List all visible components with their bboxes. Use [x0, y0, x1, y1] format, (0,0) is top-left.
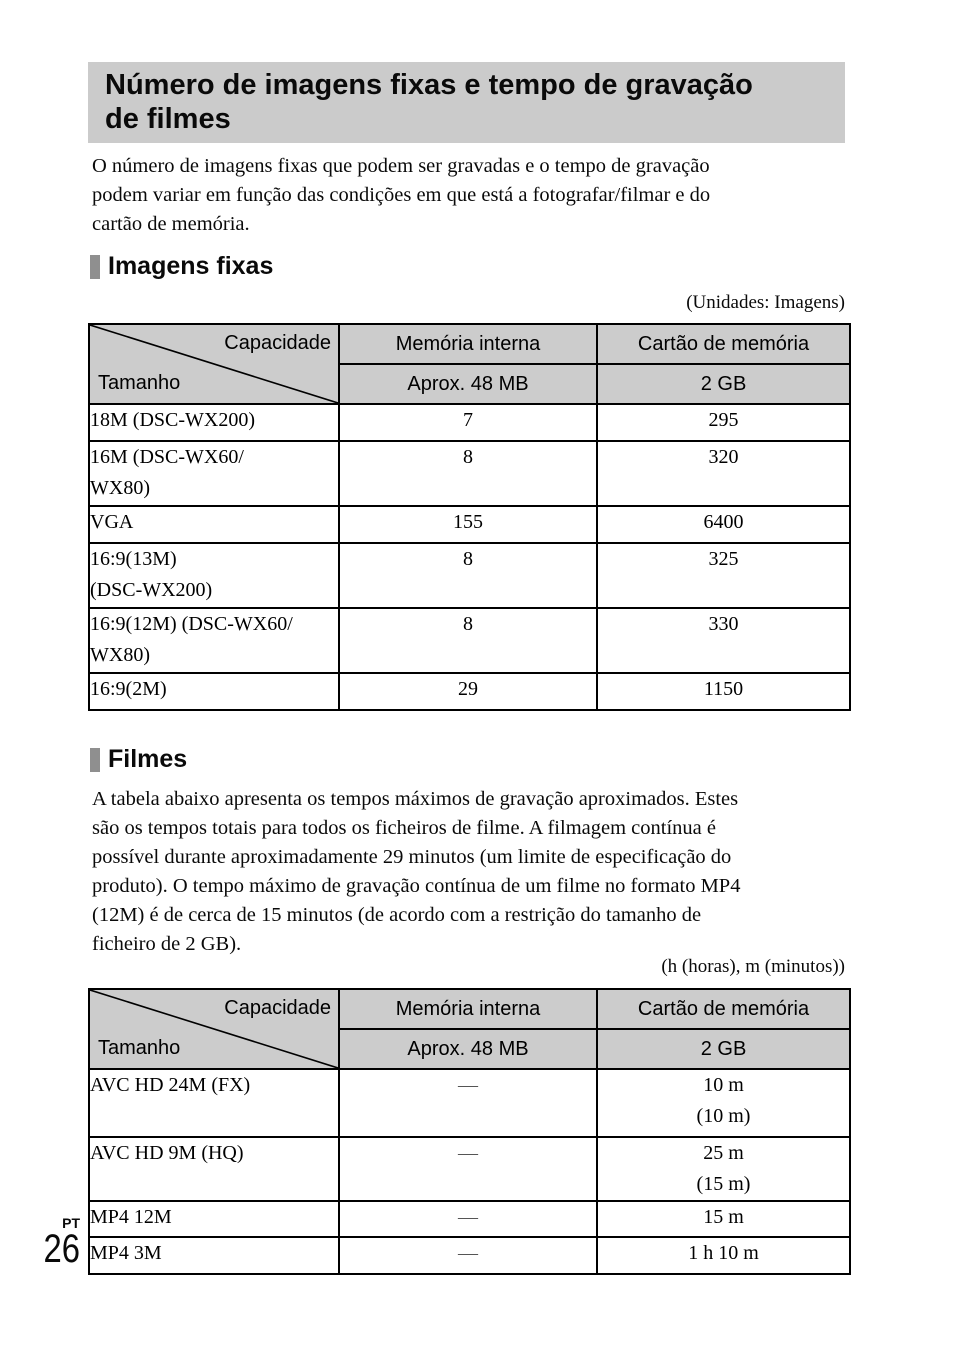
table-row: 16M (DSC-WX60/ WX80) 8 320 — [88, 440, 851, 507]
internal-memory-header: Memória interna — [338, 988, 598, 1030]
internal-memory-value-cell: 155 — [338, 505, 598, 544]
corner-capacity-label: Capacidade — [224, 332, 331, 354]
table-subheader-row: Aprox. 48 MB 2 GB — [89, 1028, 851, 1070]
corner-size-label: Tamanho — [98, 1037, 181, 1059]
table-row: 16:9(13M) (DSC-WX200) 8 325 — [88, 542, 851, 609]
memory-card-value-cell: 1 h 10 m — [596, 1236, 851, 1275]
internal-memory-value-cell: — — [338, 1068, 598, 1138]
card-capacity-header: 2 GB — [596, 1028, 851, 1070]
size-cell: 16M (DSC-WX60/ WX80) — [88, 440, 340, 507]
memory-card-value-cell: 25 m (15 m) — [596, 1136, 851, 1202]
memory-card-value-cell: 330 — [596, 607, 851, 674]
memory-card-value-cell: 15 m — [596, 1200, 851, 1238]
internal-memory-value-cell: 8 — [338, 542, 598, 609]
size-cell: AVC HD 9M (HQ) — [88, 1136, 340, 1202]
size-cell: 18M (DSC-WX200) — [88, 403, 340, 442]
movies-section-heading: Filmes — [90, 745, 187, 774]
memory-card-header: Cartão de memória — [596, 988, 851, 1030]
internal-memory-value-cell: — — [338, 1236, 598, 1275]
table-row: 16:9(12M) (DSC-WX60/ WX80) 8 330 — [88, 607, 851, 674]
stills-heading-label: Imagens fixas — [108, 252, 274, 280]
memory-card-header: Cartão de memória — [596, 323, 851, 365]
table-header-row: Capacidade Tamanho Memória interna Cartã… — [88, 323, 851, 405]
size-cell: MP4 3M — [88, 1236, 340, 1275]
table-row: AVC HD 9M (HQ) — 25 m (15 m) — [88, 1136, 851, 1202]
section-bar-icon — [90, 254, 100, 279]
intro-paragraph: O número de imagens fixas que podem ser … — [92, 155, 711, 235]
memory-card-value-cell: 6400 — [596, 505, 851, 544]
section-bar-icon — [90, 747, 100, 772]
size-cell: 16:9(2M) — [88, 672, 340, 711]
stills-table: Capacidade Tamanho Memória interna Cartã… — [88, 323, 851, 711]
internal-capacity-header: Aprox. 48 MB — [338, 363, 598, 405]
movies-units-note: (h (horas), m (minutos)) — [661, 956, 845, 977]
movies-heading-label: Filmes — [108, 745, 188, 773]
memory-card-value-cell: 320 — [596, 440, 851, 507]
table-row: MP4 12M — 15 m — [88, 1200, 851, 1238]
movies-paragraph: A tabela abaixo apresenta os tempos máxi… — [92, 788, 741, 955]
size-cell: 16:9(12M) (DSC-WX60/ WX80) — [88, 607, 340, 674]
diagonal-line-icon — [90, 990, 338, 1068]
movies-table: Capacidade Tamanho Memória interna Cartã… — [88, 988, 851, 1275]
table-subheader-row: Aprox. 48 MB 2 GB — [89, 363, 851, 405]
table-row: MP4 3M — 1 h 10 m — [88, 1236, 851, 1275]
memory-card-value-cell: 10 m (10 m) — [596, 1068, 851, 1138]
table-row: 18M (DSC-WX200) 7 295 — [88, 403, 851, 442]
internal-memory-value-cell: 29 — [338, 672, 598, 711]
internal-capacity-header: Aprox. 48 MB — [338, 1028, 598, 1070]
language-code-label: PT — [62, 1215, 80, 1231]
internal-memory-value-cell: 8 — [338, 607, 598, 674]
stills-section-heading: Imagens fixas — [90, 252, 273, 281]
memory-card-value-cell: 1150 — [596, 672, 851, 711]
internal-memory-value-cell: 7 — [338, 403, 598, 442]
table-corner-cell: Capacidade Tamanho — [88, 988, 340, 1070]
table-row: AVC HD 24M (FX) — 10 m (10 m) — [88, 1068, 851, 1138]
internal-memory-value-cell: 8 — [338, 440, 598, 507]
diagonal-line-icon — [90, 325, 338, 403]
corner-size-label: Tamanho — [98, 372, 181, 394]
page-number: 26 — [43, 1227, 80, 1271]
table-header-row: Capacidade Tamanho Memória interna Cartã… — [88, 988, 851, 1070]
table-corner-cell: Capacidade Tamanho — [88, 323, 340, 405]
size-cell: VGA — [88, 505, 340, 544]
size-cell: 16:9(13M) (DSC-WX200) — [88, 542, 340, 609]
size-cell: AVC HD 24M (FX) — [88, 1068, 340, 1138]
internal-memory-value-cell: — — [338, 1136, 598, 1202]
page-title: Número de imagens fixas e tempo de grava… — [88, 62, 845, 143]
memory-card-value-cell: 325 — [596, 542, 851, 609]
stills-units-note: (Unidades: Imagens) — [686, 292, 845, 313]
internal-memory-value-cell: — — [338, 1200, 598, 1238]
card-capacity-header: 2 GB — [596, 363, 851, 405]
corner-capacity-label: Capacidade — [224, 997, 331, 1019]
memory-card-value-cell: 295 — [596, 403, 851, 442]
size-cell: MP4 12M — [88, 1200, 340, 1238]
table-row: 16:9(2M) 29 1150 — [88, 672, 851, 711]
internal-memory-header: Memória interna — [338, 323, 598, 365]
table-row: VGA 155 6400 — [88, 505, 851, 544]
